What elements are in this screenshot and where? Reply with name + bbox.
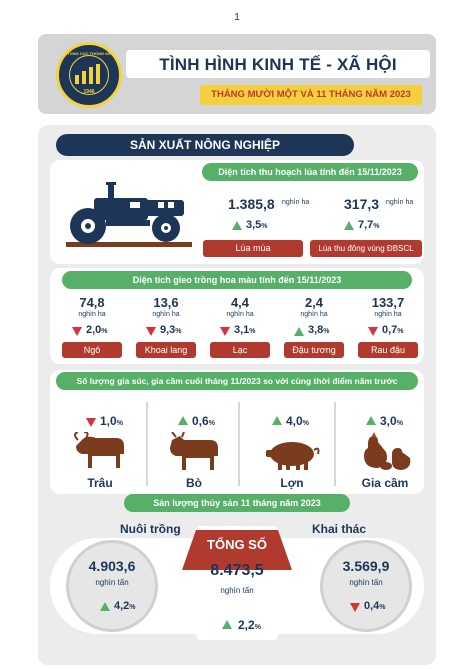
crop-unit: nghìn ha [152,311,180,318]
aquaculture-change: 4,2% [114,600,136,612]
rice-change: 7,7% [358,219,380,231]
page-number: 1 [234,12,240,23]
rice-unit: nghìn ha [282,199,310,206]
crop-label: Đậu tương [284,342,344,358]
logo-years: 1946 [83,89,95,95]
livestock-change: 0,6% [192,414,215,428]
page-subtitle: THÁNG MƯỜI MỘT VÀ 11 THÁNG NĂM 2023 [211,89,411,100]
divider [146,402,148,486]
title-box [126,50,430,78]
crop-value: 133,7 [371,295,405,310]
down-arrow-icon [72,327,82,336]
livestock-change: 3,0% [380,414,403,428]
total-label: TỔNG SỐ [207,537,267,552]
crop-value: 2,4 [304,295,324,310]
livestock-heading: Số lượng gia súc, gia cầm cuối tháng 11/… [56,372,418,390]
cow-icon [170,432,218,470]
crop-value: 13,6 [153,295,179,310]
poultry-icon [364,432,411,470]
capture-label: Khai thác [312,522,367,536]
capture-value: 3.569,9 [342,558,390,574]
crop-unit: nghìn ha [374,311,402,318]
up-arrow-icon [178,416,188,425]
rice-label: Lúa mùa [203,240,303,257]
rice-label: Lúa thu đông vùng ĐBSCL [310,240,422,257]
crop-change: 2,0% [86,324,108,336]
aquaculture-label: Nuôi trồng [120,522,181,536]
up-arrow-icon [222,620,232,629]
total-unit: nghìn tấn [220,586,254,595]
livestock-card [50,370,424,494]
capture-unit: nghìn tấn [349,578,383,587]
down-arrow-icon [86,418,96,427]
crop-label: Lạc [210,342,270,358]
rice-value: 317,3 [344,196,380,212]
down-arrow-icon [220,327,230,336]
down-arrow-icon [350,603,360,612]
rice-change: 3,5% [246,219,268,231]
divider [238,402,240,486]
capture-change: 0,4% [364,600,386,612]
total-change: 2,2% [238,618,261,632]
crop-change: 9,3% [160,324,182,336]
pig-icon [266,442,320,470]
crop-unit: nghìn ha [226,311,254,318]
total-hexagon [178,526,296,640]
up-arrow-icon [366,416,376,425]
page-title: TÌNH HÌNH KINH TẾ - XÃ HỘI [159,55,397,74]
aquaculture-unit: nghìn tấn [95,578,129,587]
crop-change: 3,8% [308,324,330,336]
down-arrow-icon [146,327,156,336]
fishery-heading: Sản lượng thủy sản 11 tháng năm 2023 [124,494,350,512]
up-arrow-icon [232,221,242,230]
logo-text: TỔNG CỤC THỐNG KÊ [67,51,111,56]
tractor-icon [66,182,192,247]
crop-label: Rau đậu [358,342,418,358]
crop-label: Ngô [62,342,122,358]
livestock-label: Bò [186,476,202,490]
crops-heading: Diện tích gieo trồng hoa màu tính đến 15… [62,271,412,289]
rice-heading: Diện tích thu hoạch lúa tính đến 15/11/2… [202,163,418,181]
crop-value: 74,8 [79,295,105,310]
section-title: SẢN XUẤT NÔNG NGHIỆP [56,134,354,156]
buffalo-icon [74,432,124,468]
livestock-label: Gia cầm [361,476,409,490]
up-arrow-icon [294,327,304,336]
livestock-label: Lợn [280,476,304,490]
up-arrow-icon [100,602,110,611]
crop-unit: nghìn ha [300,311,328,318]
crop-unit: nghìn ha [78,311,106,318]
logo-chart-icon [75,64,100,84]
up-arrow-icon [344,221,354,230]
subtitle-box [200,85,422,105]
livestock-change: 1,0% [100,414,123,428]
aquaculture-value: 4.903,6 [88,558,136,574]
rice-unit: nghìn ha [386,199,414,206]
livestock-change: 4,0% [286,414,309,428]
total-value: 8.473,5 [210,562,264,579]
crop-change: 3,1% [234,324,256,336]
up-arrow-icon [272,416,282,425]
livestock-label: Trâu [87,476,113,490]
down-arrow-icon [368,327,378,336]
divider [334,402,336,486]
crop-change: 0,7% [382,324,404,336]
crop-label: Khoai lang [136,342,196,358]
logo-ring [69,55,109,95]
rice-value: 1.385,8 [228,196,275,212]
capture-circle [320,540,412,632]
aquaculture-circle [66,540,158,632]
gso-logo: TỔNG CỤC THỐNG KÊ 1946 [56,42,122,108]
crop-value: 4,4 [230,295,250,310]
